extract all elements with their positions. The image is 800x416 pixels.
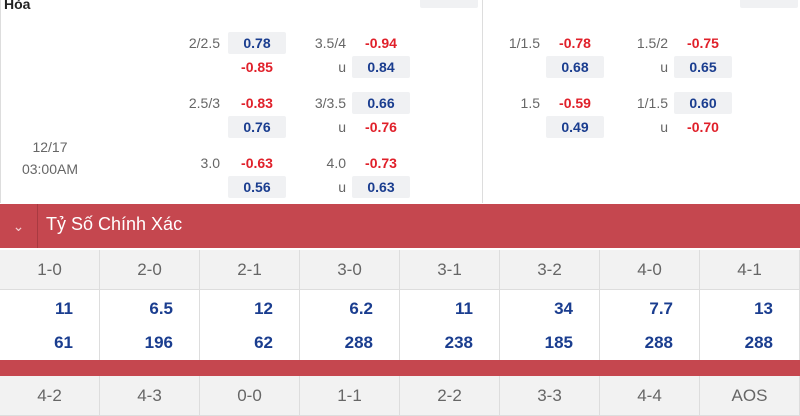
odds-value[interactable]: -0.63: [241, 155, 273, 171]
score-odds-cell[interactable]: 11 238: [400, 290, 500, 360]
odds-value[interactable]: -0.85: [241, 59, 273, 75]
odds-value[interactable]: -0.75: [687, 35, 719, 51]
score-odds[interactable]: 12: [254, 299, 273, 318]
score-odds[interactable]: 11: [455, 299, 473, 318]
match-datetime: 12/17 03:00AM: [0, 136, 100, 180]
handicap-label: 2.5/3: [188, 95, 220, 111]
handicap-label: 1.5: [520, 95, 540, 111]
score-odds-cell[interactable]: 11 61: [0, 290, 100, 360]
handicap-label: 1.5/2: [636, 35, 668, 51]
odds-value[interactable]: 0.60: [674, 92, 732, 114]
section-title: Tỷ Số Chính Xác: [46, 214, 183, 234]
score-label: 3-2: [500, 250, 600, 290]
draw-odds-right[interactable]: 5.50: [740, 0, 798, 8]
score-label: 4-0: [600, 250, 700, 290]
odds-value[interactable]: 0.84: [352, 56, 410, 78]
score-label: 3-3: [500, 376, 600, 416]
score-odds[interactable]: 288: [344, 333, 373, 352]
score-label: 4-3: [100, 376, 200, 416]
odds-value[interactable]: -0.83: [241, 95, 273, 111]
score-odds[interactable]: 238: [444, 333, 473, 352]
score-odds-cell[interactable]: 6.2 288: [300, 290, 400, 360]
score-label: 4-1: [700, 250, 800, 290]
score-label: 1-1: [300, 376, 400, 416]
handicap-label: 3.0: [200, 155, 220, 171]
score-label: 0-0: [200, 376, 300, 416]
match-time: 03:00AM: [21, 161, 79, 177]
handicap-label: 1/1.5: [508, 35, 540, 51]
handicap-label: 3/3.5: [314, 95, 346, 111]
score-odds[interactable]: 11: [55, 299, 73, 318]
odds-value[interactable]: 0.78: [228, 32, 286, 54]
score-odds[interactable]: 288: [644, 333, 673, 352]
odds-value[interactable]: 0.65: [674, 56, 732, 78]
handicap-label: 3.5/4: [314, 35, 346, 51]
score-label: 1-0: [0, 250, 100, 290]
odds-value[interactable]: 0.63: [352, 176, 410, 198]
left-border: [0, 0, 1, 203]
under-label: u: [338, 119, 346, 135]
draw-label: Hòa: [4, 0, 31, 12]
odds-value[interactable]: -0.76: [365, 119, 397, 135]
odds-value[interactable]: 0.49: [546, 116, 604, 138]
odds-value[interactable]: -0.94: [365, 35, 397, 51]
score-label: AOS: [700, 376, 800, 416]
odds-value[interactable]: 0.76: [228, 116, 286, 138]
odds-value[interactable]: 0.66: [352, 92, 410, 114]
section-separator: [0, 360, 800, 376]
under-label: u: [338, 59, 346, 75]
handicap-label: 4.0: [326, 155, 346, 171]
score-odds-cell[interactable]: 13 288: [700, 290, 800, 360]
score-header-row-2: 4-2 4-3 0-0 1-1 2-2 3-3 4-4 AOS: [0, 376, 800, 416]
odds-value[interactable]: -0.59: [559, 95, 591, 111]
score-label: 4-4: [600, 376, 700, 416]
score-odds-cell[interactable]: 12 62: [200, 290, 300, 360]
score-label: 3-0: [300, 250, 400, 290]
score-odds[interactable]: 196: [144, 333, 173, 352]
odds-value[interactable]: -0.78: [559, 35, 591, 51]
score-odds[interactable]: 288: [744, 333, 773, 352]
score-values-row: 11 61 6.5 196 12 62 6.2 288 11 238 34 185 7.7 288 13 28…: [0, 290, 800, 360]
score-odds[interactable]: 62: [254, 333, 273, 352]
under-label: u: [338, 179, 346, 195]
draw-odds-left[interactable]: 10.00: [420, 0, 478, 8]
score-odds[interactable]: 13: [754, 299, 773, 318]
under-label: u: [660, 119, 668, 135]
score-odds[interactable]: 6.2: [349, 299, 373, 318]
section-header[interactable]: [0, 204, 800, 248]
odds-value[interactable]: -0.70: [687, 119, 719, 135]
score-odds-cell[interactable]: 7.7 288: [600, 290, 700, 360]
score-odds[interactable]: 34: [554, 299, 573, 318]
odds-value[interactable]: 0.56: [228, 176, 286, 198]
odds-value[interactable]: -0.73: [365, 155, 397, 171]
score-label: 2-0: [100, 250, 200, 290]
score-header-row: 1-0 2-0 2-1 3-0 3-1 3-2 4-0 4-1: [0, 250, 800, 290]
score-label: 2-1: [200, 250, 300, 290]
score-odds[interactable]: 185: [544, 333, 573, 352]
score-label: 2-2: [400, 376, 500, 416]
score-label: 4-2: [0, 376, 100, 416]
handicap-label: 2/2.5: [188, 35, 220, 51]
score-odds-cell[interactable]: 6.5 196: [100, 290, 200, 360]
panel-divider: [482, 0, 483, 203]
match-date: 12/17: [32, 139, 68, 155]
handicap-label: 1/1.5: [636, 95, 668, 111]
score-label: 3-1: [400, 250, 500, 290]
under-label: u: [660, 59, 668, 75]
score-odds-cell[interactable]: 34 185: [500, 290, 600, 360]
odds-value[interactable]: 0.68: [546, 56, 604, 78]
score-odds[interactable]: 7.7: [649, 299, 673, 318]
score-odds[interactable]: 6.5: [149, 299, 173, 318]
score-odds[interactable]: 61: [54, 333, 73, 352]
chevron-down-icon[interactable]: ⌄: [0, 204, 38, 248]
